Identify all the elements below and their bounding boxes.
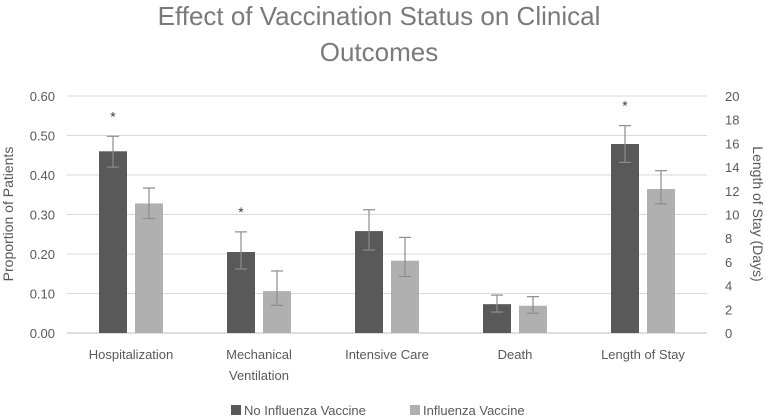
right-tick-label: 16 xyxy=(725,136,739,151)
gridlines xyxy=(67,95,707,334)
error-bars xyxy=(107,125,667,314)
error-bar xyxy=(399,236,411,278)
legend-swatch-no-vaccine xyxy=(231,405,241,415)
category-label: Length of Stay xyxy=(601,347,685,362)
right-axis-ticks: 0 2 4 6 8 10 12 14 16 18 20 xyxy=(725,89,739,341)
left-tick-label: 0.50 xyxy=(30,129,55,144)
category-label: Mechanical xyxy=(226,347,292,362)
right-tick-label: 18 xyxy=(725,113,739,128)
category-label: Intensive Care xyxy=(345,347,429,362)
error-bar xyxy=(655,170,667,205)
right-tick-label: 4 xyxy=(725,279,732,294)
right-tick-label: 20 xyxy=(725,89,739,104)
left-axis-title: Proportion of Patients xyxy=(0,147,16,282)
left-tick-label: 0.00 xyxy=(30,326,55,341)
left-axis-ticks: 0.00 0.10 0.20 0.30 0.40 0.50 0.60 xyxy=(30,89,55,341)
legend-label-no-vaccine: No Influenza Vaccine xyxy=(244,403,366,417)
significance-star: * xyxy=(238,204,244,220)
error-bar xyxy=(271,270,283,306)
chart-title-line-2: Outcomes xyxy=(320,37,439,67)
error-bar xyxy=(527,296,539,314)
bars xyxy=(99,143,675,333)
legend-swatch-vaccine xyxy=(410,405,420,415)
bar xyxy=(99,151,127,333)
significance-markers: * * * xyxy=(110,98,628,220)
bar xyxy=(647,189,675,333)
error-bar xyxy=(363,209,375,251)
error-bar xyxy=(107,135,119,168)
chart-title-line-1: Effect of Vaccination Status on Clinical xyxy=(158,1,601,31)
category-label: Ventilation xyxy=(229,368,289,383)
right-tick-label: 8 xyxy=(725,231,732,246)
right-tick-label: 6 xyxy=(725,255,732,270)
right-tick-label: 0 xyxy=(725,326,732,341)
left-tick-label: 0.10 xyxy=(30,287,55,302)
bar xyxy=(135,203,163,333)
right-tick-label: 14 xyxy=(725,160,739,175)
error-bar xyxy=(619,125,631,163)
left-tick-label: 0.30 xyxy=(30,208,55,223)
significance-star: * xyxy=(622,98,628,114)
category-label: Death xyxy=(498,347,533,362)
right-tick-label: 12 xyxy=(725,184,739,199)
error-bar xyxy=(491,294,503,313)
right-tick-label: 2 xyxy=(725,302,732,317)
left-tick-label: 0.20 xyxy=(30,247,55,262)
bar xyxy=(611,143,639,333)
legend: No Influenza Vaccine Influenza Vaccine xyxy=(231,403,525,417)
right-axis-title: Length of Stay (Days) xyxy=(750,146,766,281)
category-label: Hospitalization xyxy=(89,347,174,362)
left-tick-label: 0.60 xyxy=(30,89,55,104)
right-tick-label: 10 xyxy=(725,208,739,223)
significance-star: * xyxy=(110,108,116,124)
legend-label-vaccine: Influenza Vaccine xyxy=(423,403,525,417)
left-tick-label: 0.40 xyxy=(30,168,55,183)
error-bar xyxy=(143,187,155,220)
category-labels: Hospitalization Mechanical Ventilation Inte… xyxy=(89,347,686,383)
error-bar xyxy=(235,231,247,270)
